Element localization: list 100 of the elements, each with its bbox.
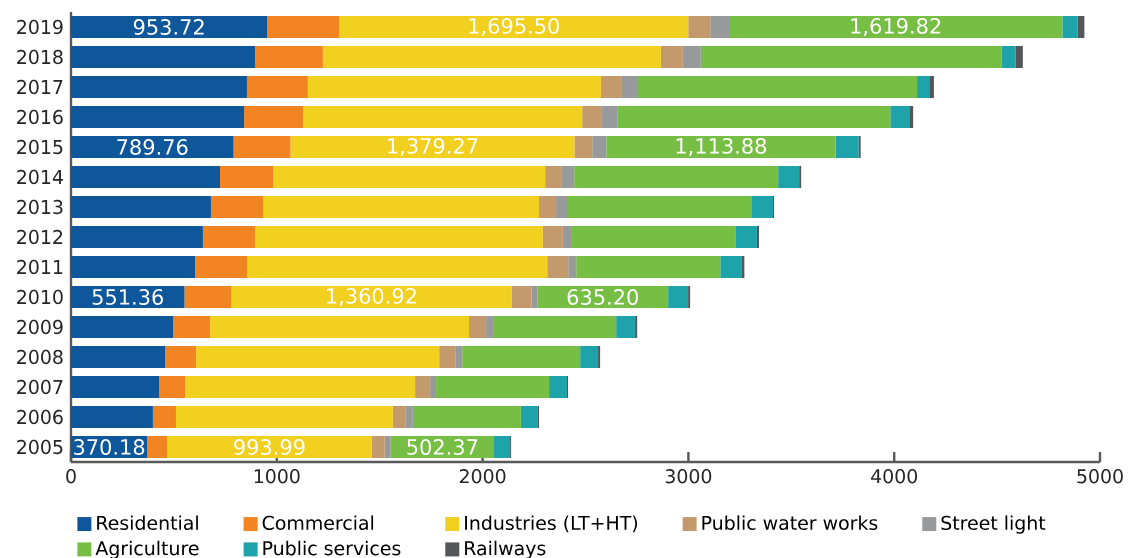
bar xyxy=(71,406,153,429)
bar xyxy=(909,106,914,129)
bar xyxy=(231,286,512,309)
data-label: 1,619.82 xyxy=(851,18,941,36)
bar xyxy=(244,106,304,129)
bar xyxy=(307,76,601,99)
bar xyxy=(1077,16,1085,39)
bar xyxy=(71,346,166,369)
bar xyxy=(469,316,487,339)
bar xyxy=(152,406,176,429)
legend-label: Public water works xyxy=(702,515,878,531)
bar xyxy=(167,436,372,459)
bar xyxy=(616,316,636,339)
bar xyxy=(728,16,1063,39)
bar xyxy=(71,166,220,189)
bar xyxy=(436,376,550,399)
bar xyxy=(455,346,463,369)
bar xyxy=(576,256,721,279)
bar xyxy=(147,436,168,459)
bar xyxy=(598,346,601,369)
bar xyxy=(210,316,470,339)
bar xyxy=(542,226,563,249)
x-tick-label: 0 xyxy=(66,469,76,484)
bar xyxy=(233,136,291,159)
bar xyxy=(835,136,859,159)
bar xyxy=(246,76,308,99)
bar xyxy=(412,406,521,429)
bar xyxy=(668,286,689,309)
legend-label: Commercial xyxy=(262,515,374,531)
bar xyxy=(520,406,538,429)
bar xyxy=(710,16,729,39)
y-tick-label: 2007 xyxy=(17,379,63,395)
bar xyxy=(561,166,575,189)
bar xyxy=(273,166,546,189)
bar xyxy=(930,76,934,99)
y-tick-label: 2009 xyxy=(17,319,63,335)
bar xyxy=(371,436,385,459)
bar xyxy=(202,226,255,249)
bar xyxy=(210,196,264,219)
data-label: 953.72 xyxy=(133,19,204,35)
bar xyxy=(1062,16,1078,39)
bar xyxy=(247,256,548,279)
data-label: 370.18 xyxy=(74,439,145,455)
bar xyxy=(752,196,773,219)
legend-label: Public services xyxy=(263,540,401,556)
data-label: 502.37 xyxy=(407,439,478,455)
bar xyxy=(392,406,406,429)
y-tick-label: 2008 xyxy=(17,349,63,365)
data-label: 551.36 xyxy=(92,289,163,305)
bar xyxy=(196,346,440,369)
bar xyxy=(430,376,437,399)
bar xyxy=(720,256,742,279)
bar xyxy=(890,106,910,129)
bar xyxy=(1001,46,1016,69)
bar xyxy=(799,166,802,189)
bar xyxy=(71,16,268,39)
bar xyxy=(254,226,543,249)
y-tick-label: 2006 xyxy=(17,409,63,425)
bar xyxy=(688,286,691,309)
bar xyxy=(858,136,861,159)
bar xyxy=(621,76,638,99)
bar xyxy=(571,226,736,249)
bar xyxy=(185,376,416,399)
bar xyxy=(756,226,759,249)
x-tick-label: 4000 xyxy=(871,469,918,484)
bar xyxy=(582,106,602,129)
bar xyxy=(556,196,567,219)
bar xyxy=(263,196,539,219)
bar xyxy=(71,226,203,249)
bar xyxy=(175,406,393,429)
bar xyxy=(741,256,745,279)
data-label: 1,379.27 xyxy=(388,138,478,156)
bar xyxy=(635,316,638,339)
bar xyxy=(71,106,245,129)
bar xyxy=(660,46,683,69)
bar xyxy=(538,196,557,219)
bar xyxy=(549,376,567,399)
bar xyxy=(917,76,931,99)
bar xyxy=(486,316,494,339)
legend-label: Residential xyxy=(97,515,198,531)
bar xyxy=(384,436,391,459)
bar xyxy=(159,376,186,399)
bar xyxy=(71,196,211,219)
y-tick-label: 2016 xyxy=(17,109,63,125)
bar xyxy=(184,286,232,309)
y-tick-label: 2010 xyxy=(17,289,63,305)
y-tick-label: 2017 xyxy=(17,79,63,95)
bar xyxy=(531,286,538,309)
bar xyxy=(574,136,593,159)
bar xyxy=(778,166,800,189)
bar xyxy=(600,76,622,99)
bar xyxy=(71,76,247,99)
bar xyxy=(617,106,891,129)
y-tick-label: 2014 xyxy=(17,169,63,185)
bar xyxy=(71,316,174,339)
data-label: 1,360.92 xyxy=(327,288,416,306)
data-label: 993.99 xyxy=(234,439,305,455)
data-label: 635.20 xyxy=(567,289,638,305)
bar xyxy=(439,346,456,369)
bar xyxy=(290,136,575,159)
